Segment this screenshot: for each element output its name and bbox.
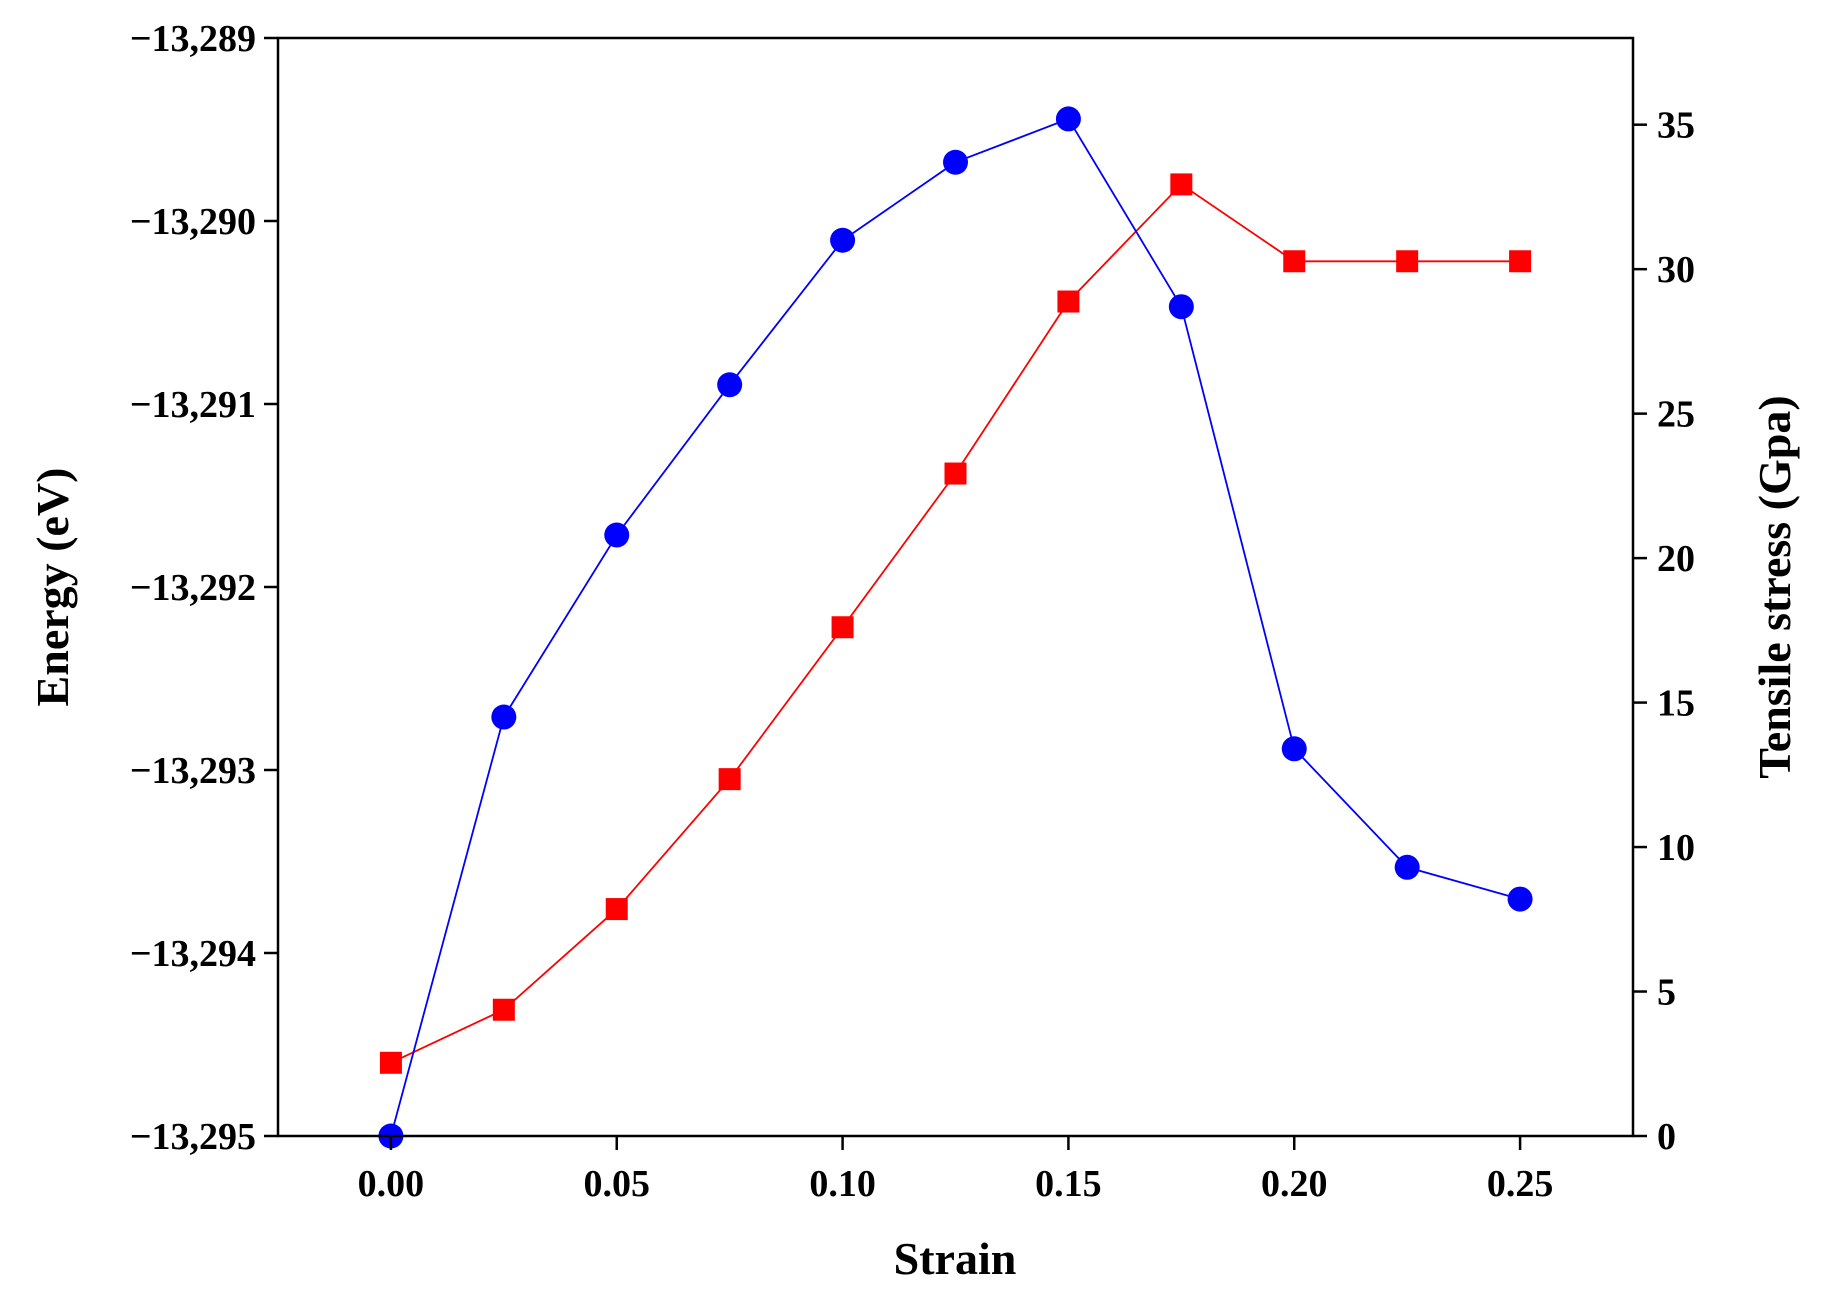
tensile-stress-point: [1507, 886, 1533, 912]
energy-point: [944, 462, 967, 485]
right-tick-label: 20: [1657, 538, 1695, 580]
tensile-stress-point: [491, 704, 517, 730]
energy-point: [1396, 250, 1419, 273]
right-tick-label: 5: [1657, 972, 1676, 1014]
x-tick-label: 0.10: [809, 1163, 876, 1205]
left-axis-title: Energy (eV): [27, 468, 78, 707]
x-tick-label: 0.20: [1261, 1163, 1328, 1205]
x-tick-label: 0.25: [1487, 1163, 1554, 1205]
right-axis-title: Tensile stress (Gpa): [1749, 395, 1800, 778]
energy-point: [492, 998, 515, 1021]
energy-series: [379, 173, 1532, 1074]
right-tick-label: 15: [1657, 683, 1695, 725]
x-tick-label: 0.15: [1035, 1163, 1102, 1205]
tensile-stress-point: [1394, 854, 1420, 880]
left-tick-label: −13,292: [130, 567, 256, 609]
tensile-stress-point: [1168, 294, 1194, 320]
tensile-stress-series: [378, 106, 1533, 1149]
energy-point: [831, 616, 854, 639]
left-tick-label: −13,290: [130, 201, 256, 243]
tensile-stress-point: [717, 372, 743, 398]
energy-point: [1170, 173, 1193, 196]
left-tick-label: −13,293: [130, 750, 256, 792]
right-tick-label: 30: [1657, 249, 1695, 291]
energy-point: [605, 898, 628, 921]
series-layer: [378, 106, 1533, 1149]
energy-point: [379, 1051, 402, 1074]
x-tick-label: 0.05: [584, 1163, 651, 1205]
x-tick-label: 0.00: [358, 1163, 425, 1205]
right-tick-label: 25: [1657, 394, 1695, 436]
tensile-stress-point: [604, 522, 630, 548]
left-tick-label: −13,295: [130, 1116, 256, 1158]
energy-point: [1283, 250, 1306, 273]
right-tick-label: 35: [1657, 105, 1695, 147]
energy-point: [718, 768, 741, 791]
energy-point: [1057, 290, 1080, 313]
tensile-stress-point: [1055, 106, 1081, 132]
left-tick-label: −13,291: [130, 384, 256, 426]
right-tick-label: 0: [1657, 1116, 1676, 1158]
left-tick-label: −13,289: [130, 18, 256, 60]
right-tick-label: 10: [1657, 827, 1695, 869]
tensile-stress-point: [830, 227, 856, 253]
energy-point: [1509, 250, 1532, 273]
left-tick-label: −13,294: [130, 933, 256, 975]
x-axis-title: Strain: [894, 1233, 1017, 1284]
tensile-stress-point: [1281, 736, 1307, 762]
tensile-stress-point: [943, 149, 968, 175]
tick-layer: 0.00 0.05 0.10 0.15 0.20 0.25 −13,289 −13,290 −1…: [130, 18, 1695, 1205]
